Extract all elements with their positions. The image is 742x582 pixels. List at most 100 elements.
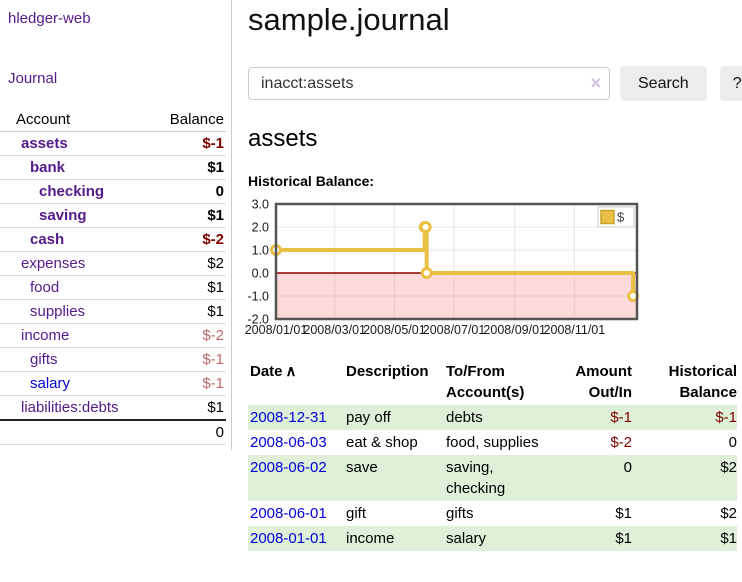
transaction-description: eat & shop bbox=[346, 434, 418, 451]
transaction-date-link[interactable]: 2008-06-02 bbox=[250, 459, 327, 476]
svg-text:2.0: 2.0 bbox=[252, 221, 269, 235]
accounts-table-header: Account Balance bbox=[0, 108, 226, 132]
account-balance: $1 bbox=[207, 279, 224, 296]
help-button[interactable]: ? bbox=[719, 66, 742, 101]
transaction-amount: 0 bbox=[623, 459, 632, 476]
account-link-assets[interactable]: assets bbox=[21, 135, 68, 152]
transaction-row: 2008-01-01 income salary $1 $1 bbox=[248, 526, 737, 551]
account-link-supplies[interactable]: supplies bbox=[30, 303, 86, 320]
account-row: income $-2 bbox=[0, 324, 226, 348]
svg-text:-2.0: -2.0 bbox=[247, 313, 269, 327]
transaction-amount: $1 bbox=[615, 505, 632, 522]
account-link-income[interactable]: income bbox=[21, 327, 70, 344]
accounts-total-value: 0 bbox=[215, 424, 224, 441]
account-balance: $-1 bbox=[202, 135, 224, 152]
account-row: bank $1 bbox=[0, 156, 226, 180]
account-balance: $1 bbox=[207, 303, 224, 320]
transaction-amount: $-1 bbox=[610, 409, 632, 426]
svg-text:0.0: 0.0 bbox=[252, 267, 269, 281]
brand: hledger-web bbox=[8, 10, 231, 28]
account-row: checking 0 bbox=[0, 180, 226, 204]
transaction-balance: $2 bbox=[720, 505, 737, 522]
transaction-description: save bbox=[346, 459, 378, 476]
svg-text:2008/07/01: 2008/07/01 bbox=[423, 323, 486, 337]
accounts-header-account: Account bbox=[0, 108, 154, 132]
account-row: expenses $2 bbox=[0, 252, 226, 276]
account-link-expenses[interactable]: expenses bbox=[21, 255, 86, 272]
transaction-amount: $1 bbox=[615, 530, 632, 547]
sort-asc-icon: ∧ bbox=[285, 363, 297, 380]
transaction-date-link[interactable]: 2008-06-03 bbox=[250, 434, 327, 451]
transaction-balance: $-1 bbox=[715, 409, 737, 426]
transaction-row: 2008-06-03 eat & shop food, supplies $-2 0 bbox=[248, 430, 737, 455]
transaction-row: 2008-06-02 save saving, checking 0 $2 bbox=[248, 455, 737, 501]
transaction-date-link[interactable]: 2008-01-01 bbox=[250, 530, 327, 547]
transaction-balance: $1 bbox=[720, 530, 737, 547]
account-balance: $2 bbox=[207, 255, 224, 272]
transaction-accounts: food, supplies bbox=[446, 434, 539, 451]
account-balance: $-1 bbox=[202, 375, 224, 392]
sidebar: hledger-web Journal Account Balance asse… bbox=[0, 0, 232, 450]
svg-text:2008/01/01: 2008/01/01 bbox=[245, 323, 308, 337]
register-header-row: Date ∧ Description To/From Account(s) Amo… bbox=[248, 359, 737, 405]
spacer bbox=[0, 420, 153, 445]
chart-wrap: $3.0 2.0 1.0 0.0 -1.0 -2.0 2008/01/01 2008/03/0… bbox=[245, 197, 741, 343]
account-row: gifts $-1 bbox=[0, 348, 226, 372]
register-table: Date ∧ Description To/From Account(s) Amo… bbox=[248, 359, 737, 551]
account-row: liabilities:debts $1 bbox=[0, 396, 226, 420]
register-header-description: Description bbox=[346, 363, 429, 380]
search-input[interactable] bbox=[248, 67, 610, 100]
account-link-checking[interactable]: checking bbox=[39, 183, 105, 200]
transaction-accounts: saving, checking bbox=[446, 459, 506, 497]
transaction-date-link[interactable]: 2008-12-31 bbox=[250, 409, 327, 426]
transaction-accounts: gifts bbox=[446, 505, 474, 522]
account-heading: assets bbox=[248, 125, 318, 152]
account-balance: $-1 bbox=[202, 351, 224, 368]
page-title: sample.journal bbox=[248, 2, 450, 37]
clear-search-icon[interactable]: × bbox=[590, 73, 601, 93]
transaction-row: 2008-06-01 gift gifts $1 $2 bbox=[248, 501, 737, 526]
account-link-gifts[interactable]: gifts bbox=[30, 351, 58, 368]
svg-text:2008/05/01: 2008/05/01 bbox=[363, 323, 426, 337]
transaction-balance: 0 bbox=[728, 434, 737, 451]
account-link-saving[interactable]: saving bbox=[39, 207, 87, 224]
accounts-total-row: 0 bbox=[0, 420, 226, 445]
svg-text:1.0: 1.0 bbox=[252, 244, 269, 258]
journal-nav: Journal bbox=[8, 70, 231, 88]
svg-text:$: $ bbox=[617, 210, 625, 225]
transaction-description: pay off bbox=[346, 409, 391, 426]
register-header-date[interactable]: Date ∧ bbox=[250, 363, 297, 380]
account-balance: $1 bbox=[207, 399, 224, 416]
transaction-description: gift bbox=[346, 505, 367, 522]
account-link-cash[interactable]: cash bbox=[30, 231, 65, 248]
transaction-row: 2008-12-31 pay off debts $-1 $-1 bbox=[248, 405, 737, 430]
account-row: saving $1 bbox=[0, 204, 226, 228]
register-header-amount: Amount Out/In bbox=[575, 363, 632, 401]
historical-balance-chart: $3.0 2.0 1.0 0.0 -1.0 -2.02008/01/012008/03/0… bbox=[245, 198, 640, 337]
register-table-body: 2008-12-31 pay off debts $-1 $-1 2008-06-03 ea… bbox=[248, 405, 737, 551]
transaction-amount: $-2 bbox=[610, 434, 632, 451]
journal-link[interactable]: Journal bbox=[8, 70, 58, 87]
account-link-liabilities-debts[interactable]: liabilities:debts bbox=[21, 399, 119, 416]
account-link-bank[interactable]: bank bbox=[30, 159, 66, 176]
search-form: × Search ? bbox=[248, 66, 742, 101]
chart-title: Historical Balance: bbox=[248, 173, 375, 189]
account-balance: 0 bbox=[215, 183, 224, 200]
accounts-table-body: assets $-1 bank $1 checking 0 saving $1 cash $-2 e… bbox=[0, 132, 226, 420]
account-balance: $-2 bbox=[202, 231, 224, 248]
accounts-header-balance: Balance bbox=[153, 108, 226, 132]
account-balance: $-2 bbox=[202, 327, 224, 344]
page: hledger-web Journal Account Balance asse… bbox=[0, 0, 742, 551]
account-link-salary[interactable]: salary bbox=[30, 375, 71, 392]
svg-text:2008/03/01: 2008/03/01 bbox=[303, 323, 366, 337]
svg-text:-1.0: -1.0 bbox=[247, 290, 269, 304]
transaction-description: income bbox=[346, 530, 395, 547]
search-box: × bbox=[248, 67, 610, 100]
search-button[interactable]: Search bbox=[620, 66, 707, 101]
register-header-balance: Historical Balance bbox=[668, 363, 737, 401]
account-row: food $1 bbox=[0, 276, 226, 300]
transaction-date-link[interactable]: 2008-06-01 bbox=[250, 505, 327, 522]
account-link-food[interactable]: food bbox=[30, 279, 60, 296]
brand-link[interactable]: hledger-web bbox=[8, 10, 91, 27]
account-row: assets $-1 bbox=[0, 132, 226, 156]
